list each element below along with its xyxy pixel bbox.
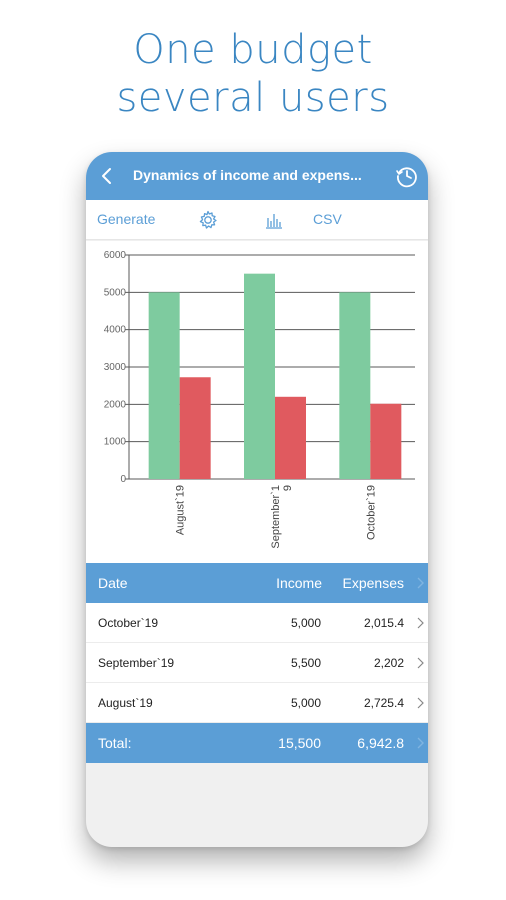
clock-history-icon[interactable] (395, 164, 419, 188)
chart-area: 0 1000 2000 3000 4000 5000 6000 August`19 Septem… (86, 241, 428, 563)
table-header: Date Income Expenses (86, 563, 428, 603)
header-income: Income (276, 575, 322, 591)
y-tick-label: 0 (120, 474, 126, 485)
total-label: Total: (98, 735, 132, 751)
y-tick-label: 6000 (104, 250, 127, 261)
header-expenses: Expenses (342, 575, 404, 591)
income-bar (339, 292, 371, 479)
x-tick-label: September`19 (270, 485, 294, 549)
chevron-right-icon (417, 657, 424, 669)
headline-line-2: several users (116, 75, 390, 121)
csv-button[interactable]: CSV (313, 211, 342, 227)
chevron-right-icon (417, 697, 424, 709)
row-expenses: 2,015.4 (363, 616, 404, 630)
table-row[interactable]: August`19 5,000 2,725.4 (86, 683, 428, 723)
row-date: August`19 (98, 696, 153, 710)
total-income: 15,500 (278, 735, 321, 751)
y-tick-label: 5000 (104, 287, 127, 298)
total-row: Total: 15,500 6,942.8 (86, 723, 428, 763)
total-expenses: 6,942.8 (357, 735, 404, 751)
row-date: September`19 (98, 656, 175, 670)
row-expenses: 2,725.4 (363, 696, 404, 710)
income-bar (148, 292, 180, 479)
headline: One budget several users (0, 26, 506, 122)
generate-button[interactable]: Generate (97, 211, 156, 227)
table-row[interactable]: September`19 5,500 2,202 (86, 643, 428, 683)
expenses-bar (275, 396, 306, 479)
chevron-right-icon (417, 617, 424, 629)
table-row[interactable]: October`19 5,000 2,015.4 (86, 603, 428, 643)
x-tick-label: August`19 (175, 485, 187, 535)
income-expenses-chart: 0 1000 2000 3000 4000 5000 6000 August`19 Septem… (104, 250, 415, 549)
phone-frame: Dynamics of income and expens... Generat… (86, 152, 428, 847)
page-title: Dynamics of income and expens... (133, 167, 362, 183)
header-date: Date (98, 575, 128, 591)
expenses-bar (179, 377, 211, 479)
y-tick-label: 4000 (104, 325, 127, 336)
row-income: 5,000 (290, 696, 321, 710)
summary-table: Date Income Expenses October`19 5,000 2,… (86, 563, 428, 763)
toolbar: Generate CSV (86, 200, 428, 240)
chevron-right-icon (417, 737, 424, 749)
row-expenses: 2,202 (373, 656, 404, 670)
gear-icon[interactable] (197, 209, 219, 231)
expenses-bar (370, 403, 402, 479)
headline-line-1: One budget (133, 27, 373, 73)
app-bar: Dynamics of income and expens... (86, 152, 428, 200)
y-tick-label: 1000 (104, 437, 127, 448)
bar-chart-icon[interactable] (264, 210, 284, 230)
row-income: 5,000 (290, 616, 321, 630)
y-tick-label: 2000 (104, 399, 127, 410)
y-tick-label: 3000 (104, 362, 127, 373)
row-income: 5,500 (290, 656, 321, 670)
back-arrow-icon[interactable] (100, 165, 114, 187)
x-tick-label: October`19 (365, 485, 377, 540)
chevron-right-icon (417, 577, 424, 589)
income-bar (244, 273, 275, 479)
row-date: October`19 (98, 616, 159, 630)
